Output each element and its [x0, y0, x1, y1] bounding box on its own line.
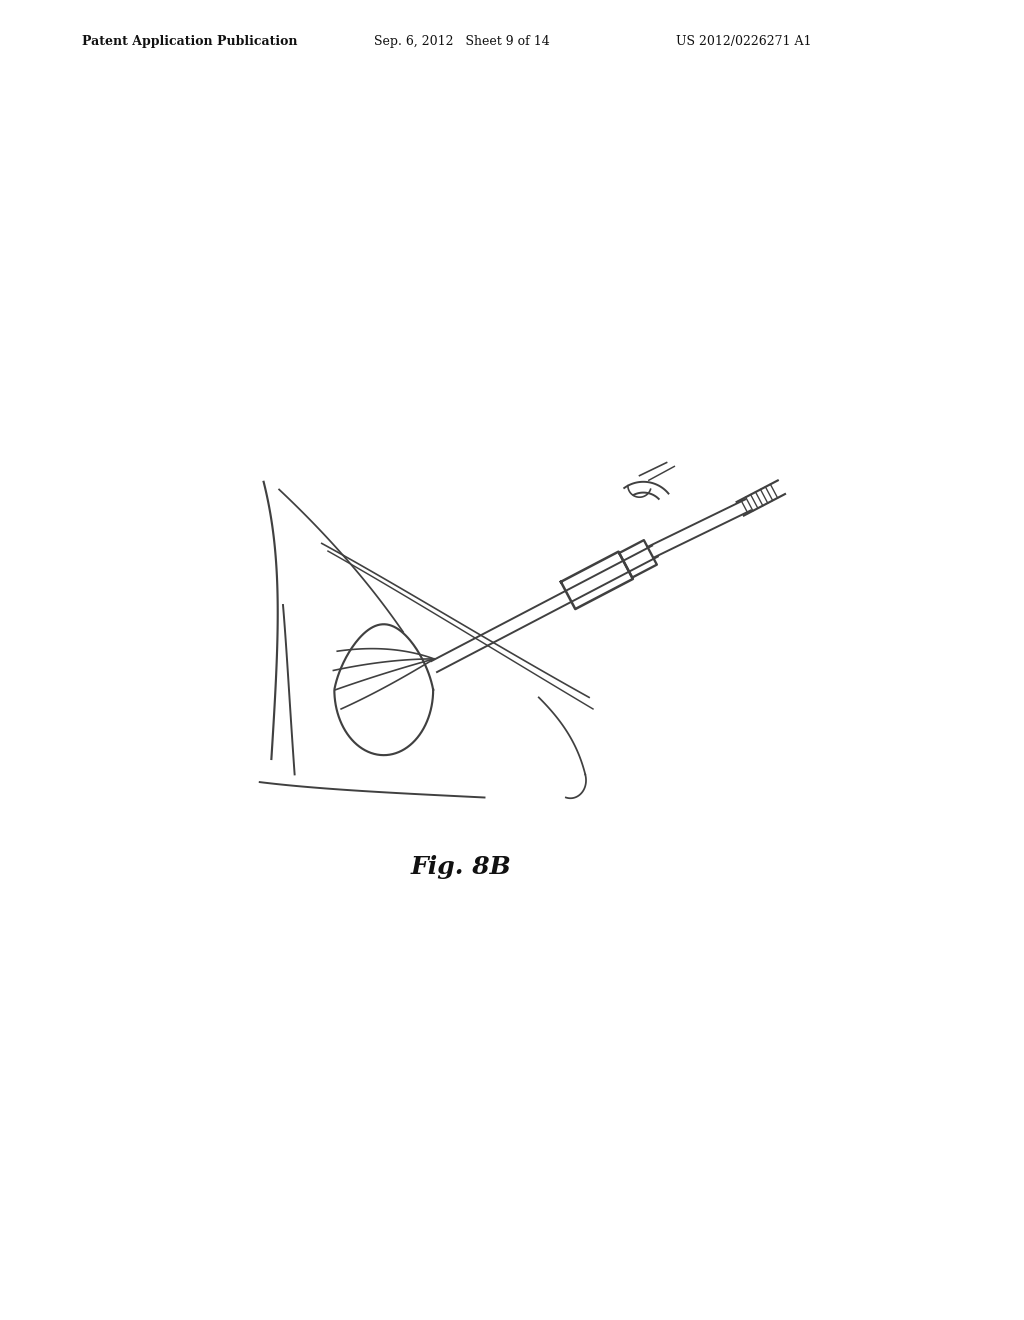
Text: Patent Application Publication: Patent Application Publication	[82, 34, 297, 48]
Text: Sep. 6, 2012   Sheet 9 of 14: Sep. 6, 2012 Sheet 9 of 14	[374, 34, 550, 48]
Text: Fig. 8B: Fig. 8B	[411, 855, 512, 879]
Text: US 2012/0226271 A1: US 2012/0226271 A1	[676, 34, 811, 48]
